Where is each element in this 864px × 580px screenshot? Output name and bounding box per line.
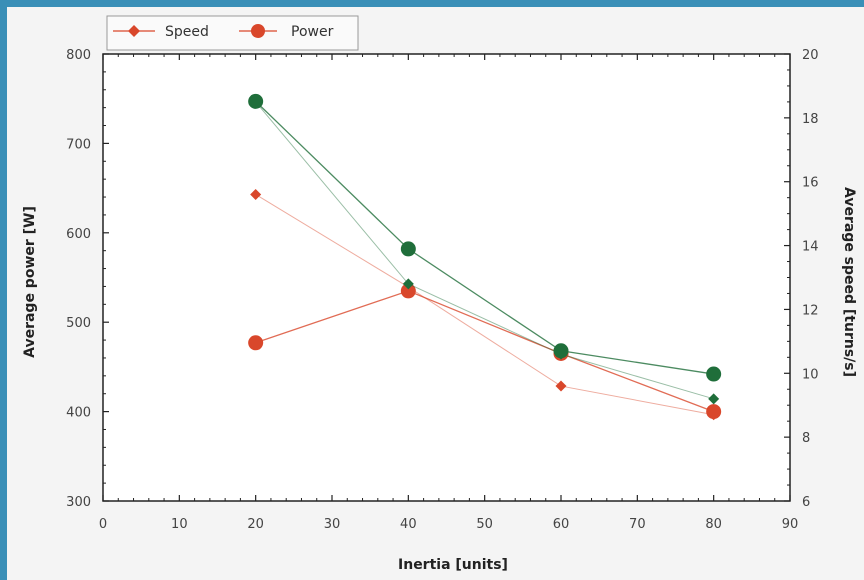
legend-power-marker bbox=[251, 24, 265, 38]
x-tick-label: 60 bbox=[553, 517, 570, 532]
y-tick-label: 800 bbox=[66, 48, 91, 63]
y2-tick-label: 14 bbox=[802, 240, 819, 255]
x-tick-label: 0 bbox=[99, 517, 107, 532]
series-1-point-3 bbox=[706, 404, 722, 420]
x-tick-label: 20 bbox=[247, 517, 264, 532]
series-line-0 bbox=[255, 194, 714, 416]
series-line-1 bbox=[255, 290, 714, 413]
y-tick-label: 600 bbox=[66, 227, 91, 242]
y2-tick-label: 10 bbox=[802, 367, 819, 382]
y2-tick-label: 12 bbox=[802, 303, 819, 318]
y-tick-label: 700 bbox=[66, 137, 91, 152]
legend-power-label: Power bbox=[291, 24, 334, 40]
plot-area bbox=[102, 53, 791, 502]
legend-box bbox=[106, 15, 359, 51]
x-tick-label: 10 bbox=[171, 517, 188, 532]
series-0-point-0 bbox=[250, 188, 262, 200]
y2-tick-label: 6 bbox=[802, 495, 810, 510]
legend: Speed Power bbox=[106, 15, 359, 51]
y2-tick-label: 8 bbox=[802, 431, 810, 446]
x-tick-label: 70 bbox=[629, 517, 646, 532]
x-tick-label: 80 bbox=[705, 517, 722, 532]
series-3-point-0 bbox=[248, 93, 264, 109]
series-1-point-0 bbox=[248, 335, 264, 351]
series-1-point-1 bbox=[400, 283, 416, 299]
y2-axis-title: Average speed [turns/s] bbox=[841, 187, 857, 377]
series-2-point-3 bbox=[708, 393, 720, 405]
y2-tick-label: 16 bbox=[802, 176, 819, 191]
legend-speed-marker bbox=[128, 25, 140, 37]
x-tick-label: 40 bbox=[400, 517, 417, 532]
y2-tick-label: 20 bbox=[802, 48, 819, 63]
series-line-2 bbox=[255, 101, 714, 400]
y-tick-label: 500 bbox=[66, 316, 91, 331]
series-2-point-1 bbox=[402, 278, 414, 290]
legend-speed-label: Speed bbox=[165, 24, 209, 40]
series-line-3 bbox=[255, 100, 714, 375]
series-3-point-1 bbox=[400, 241, 416, 257]
series-0-point-2 bbox=[555, 380, 567, 392]
chart-frame: Speed Power Inertia [units] Average powe… bbox=[7, 7, 864, 580]
x-axis-title: Inertia [units] bbox=[398, 557, 508, 573]
series-3-point-3 bbox=[706, 366, 722, 382]
series-3-point-2 bbox=[553, 343, 569, 359]
y-tick-label: 400 bbox=[66, 406, 91, 421]
x-tick-label: 30 bbox=[324, 517, 341, 532]
chart: Speed Power Inertia [units] Average powe… bbox=[22, 15, 857, 573]
y-axis-title: Average power [W] bbox=[22, 206, 38, 358]
x-tick-label: 50 bbox=[476, 517, 493, 532]
y2-tick-label: 18 bbox=[802, 112, 819, 127]
x-tick-label: 90 bbox=[782, 517, 799, 532]
y-tick-label: 300 bbox=[66, 495, 91, 510]
